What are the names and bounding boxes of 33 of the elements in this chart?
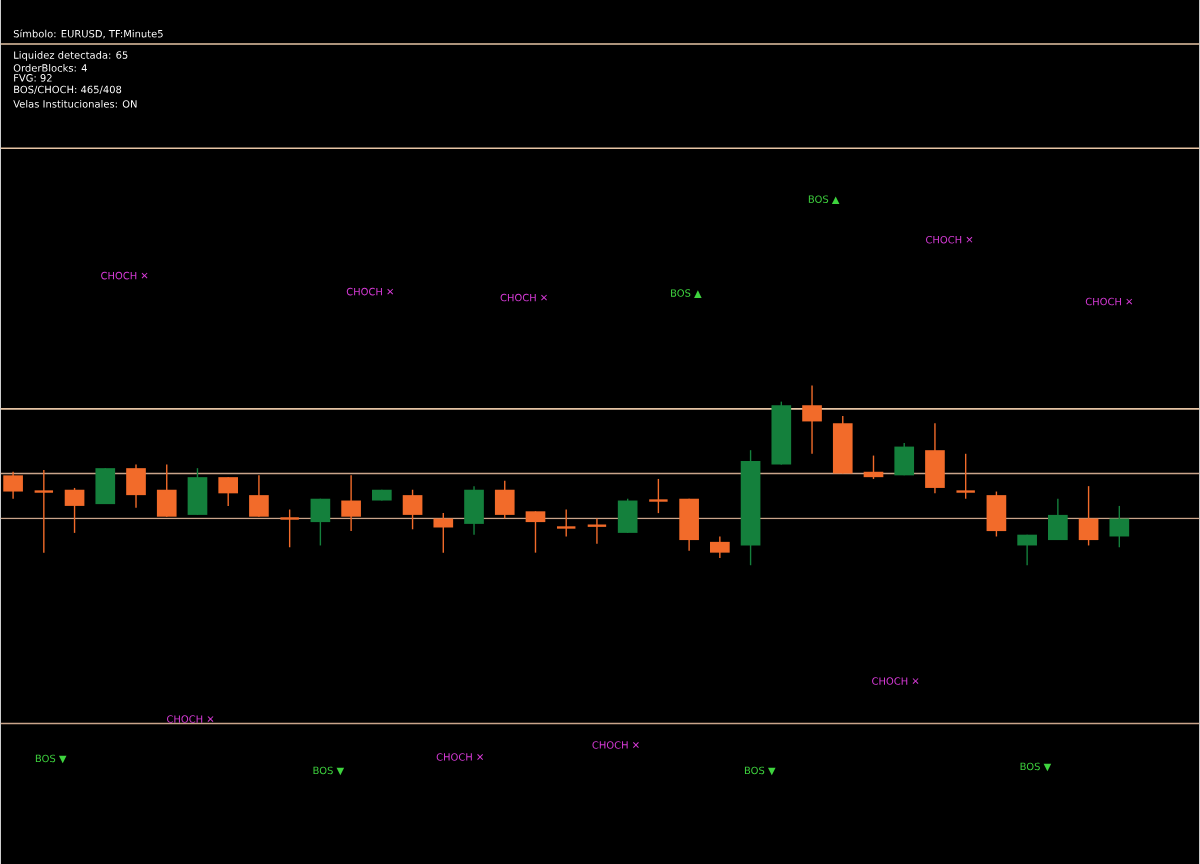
- candlestick: [402, 488, 423, 530]
- candlestick: [341, 474, 361, 532]
- candlestick: [279, 508, 301, 548]
- candlestick: [894, 441, 915, 476]
- candlestick: [986, 490, 1007, 537]
- candlestick: [863, 454, 884, 480]
- candlestick: [187, 467, 208, 516]
- candlestick: [249, 474, 269, 517]
- candlestick: [802, 384, 822, 455]
- candlestick: [218, 476, 239, 507]
- candlestick: [156, 463, 177, 517]
- candlestick: [647, 477, 669, 514]
- candlestick: [310, 497, 331, 546]
- candlestick: [494, 479, 515, 519]
- candlestick: [95, 467, 116, 505]
- candlestick: [1048, 497, 1068, 541]
- candlestick: [464, 485, 484, 535]
- candlestick: [586, 517, 608, 544]
- candlestick: [955, 452, 977, 500]
- candlestick: [33, 468, 55, 553]
- candlestick: [710, 535, 730, 559]
- candlestick: [617, 497, 638, 534]
- candlestick: [126, 463, 146, 509]
- candlestick: [1078, 485, 1099, 546]
- candlestick: [433, 512, 454, 553]
- candlestick: [679, 497, 699, 552]
- candlestick: [1017, 533, 1037, 566]
- candlestick: [3, 470, 23, 500]
- candlestick: [525, 510, 546, 553]
- candlestick: [64, 486, 85, 534]
- candlestick: [1109, 504, 1130, 548]
- candlestick: [925, 422, 945, 494]
- candlestick: [555, 508, 577, 537]
